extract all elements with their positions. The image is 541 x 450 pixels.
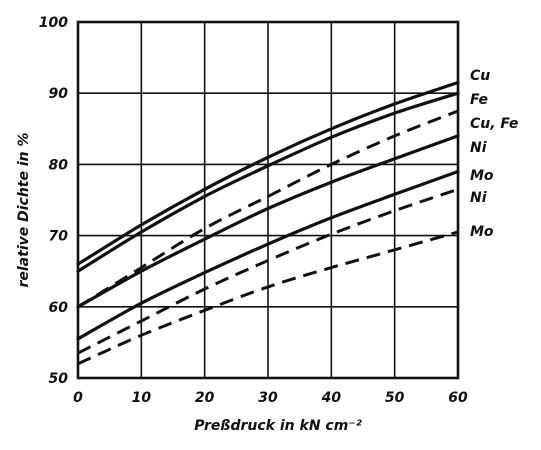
series-line-cu-solid — [76, 80, 460, 266]
legend-label: Mo — [470, 168, 494, 184]
y-axis-label: relative Dichte in % — [16, 132, 32, 287]
legend-label: Mo — [470, 224, 494, 240]
tick-labels: 0 10 20 30 40 50 60 50 60 70 80 90 100 — [39, 15, 468, 406]
y-tick-label: 90 — [49, 86, 69, 102]
legend-label: Cu — [470, 68, 490, 84]
grid — [78, 22, 458, 378]
series-line-mo-solid — [76, 169, 460, 341]
series-line-ni-solid — [76, 134, 460, 309]
x-tick-label: 10 — [132, 390, 152, 406]
legend-label: Cu, Fe — [470, 116, 518, 132]
x-tick-label: 50 — [385, 390, 405, 406]
series-line-fe-solid — [76, 91, 460, 273]
series-line-cu-fe-dashed — [77, 109, 459, 309]
series-line-mo-dashed — [77, 230, 459, 366]
y-tick-label: 70 — [49, 229, 69, 245]
series-line-ni-dashed — [77, 187, 459, 355]
legend-label: Ni — [470, 190, 487, 206]
legend-label: Fe — [470, 92, 488, 108]
y-tick-label: 80 — [49, 157, 69, 173]
x-tick-label: 40 — [321, 390, 342, 406]
x-axis-label: Preßdruck in kN cm⁻² — [194, 418, 362, 434]
x-tick-label: 60 — [448, 390, 468, 406]
series-lines — [76, 80, 460, 366]
x-tick-label: 30 — [258, 390, 278, 406]
plot-frame — [76, 20, 460, 380]
x-tick-label: 0 — [73, 390, 83, 406]
y-tick-label: 60 — [49, 300, 69, 316]
legend: Cu Fe Cu, Fe Ni Mo Ni Mo — [470, 68, 518, 240]
y-tick-label: 50 — [49, 371, 69, 387]
y-tick-label: 100 — [39, 15, 68, 31]
legend-label: Ni — [470, 140, 487, 156]
x-tick-label: 20 — [195, 390, 215, 406]
